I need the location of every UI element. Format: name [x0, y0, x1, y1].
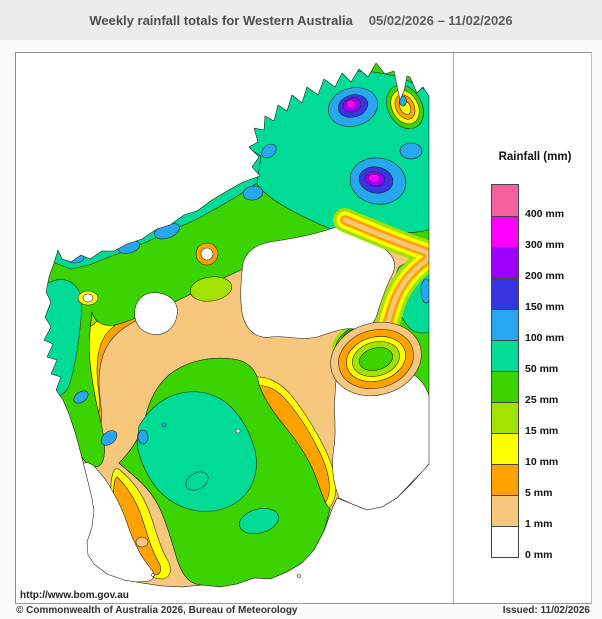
legend-swatch-1: [492, 495, 518, 526]
legend-title: Rainfall (mm): [498, 151, 572, 163]
title-bar: Weekly rainfall totals for Western Austr…: [0, 0, 602, 40]
legend-swatch-0: [492, 526, 518, 557]
legend-swatch-100: [492, 309, 518, 340]
legend-swatch-15: [492, 402, 518, 433]
legend-label-50: 50 mm: [525, 363, 559, 375]
legend-label-1: 1 mm: [525, 518, 553, 530]
legend-swatch-10: [492, 433, 518, 464]
legend-swatch-150: [492, 278, 518, 309]
issued-date: Issued: 11/02/2026: [502, 605, 590, 616]
legend-swatch-5: [492, 464, 518, 495]
legend-swatch-200: [492, 247, 518, 278]
legend-label-150: 150 mm: [525, 301, 565, 313]
legend-label-300: 300 mm: [525, 239, 565, 251]
map-panel: Rainfall (mm) 400 mm 300 mm 200 mm 150 mm 10…: [15, 52, 592, 604]
legend-label-200: 200 mm: [525, 270, 565, 282]
legend-label-0: 0 mm: [525, 549, 553, 561]
southeast-rainfall-bullseye: [330, 321, 422, 397]
date-range: 05/02/2026 – 11/02/2026: [368, 12, 513, 28]
rainfall-map: [43, 62, 430, 588]
legend-color-bar: [491, 184, 519, 558]
panel-divider: [453, 53, 454, 603]
legend-label-10: 10 mm: [525, 456, 559, 468]
legend-label-15: 15 mm: [525, 425, 559, 437]
legend-label-5: 5 mm: [525, 487, 553, 499]
bom-url: http://www.bom.gov.au: [20, 590, 129, 601]
legend-label-400: 400 mm: [525, 208, 565, 220]
rainfall-legend: Rainfall (mm) 400 mm 300 mm 200 mm 150 mm 10…: [453, 53, 591, 603]
legend-swatch-300: [492, 216, 518, 247]
legend-swatch-25: [492, 371, 518, 402]
page-title: Weekly rainfall totals for Western Austr…: [89, 12, 353, 28]
legend-label-25: 25 mm: [525, 394, 559, 406]
copyright-text: © Commonwealth of Australia 2026, Bureau…: [16, 605, 298, 616]
legend-swatch-50: [492, 340, 518, 371]
legend-label-100: 100 mm: [525, 332, 565, 344]
legend-swatch-400: [492, 185, 518, 216]
rainfall-contours: [44, 63, 429, 587]
